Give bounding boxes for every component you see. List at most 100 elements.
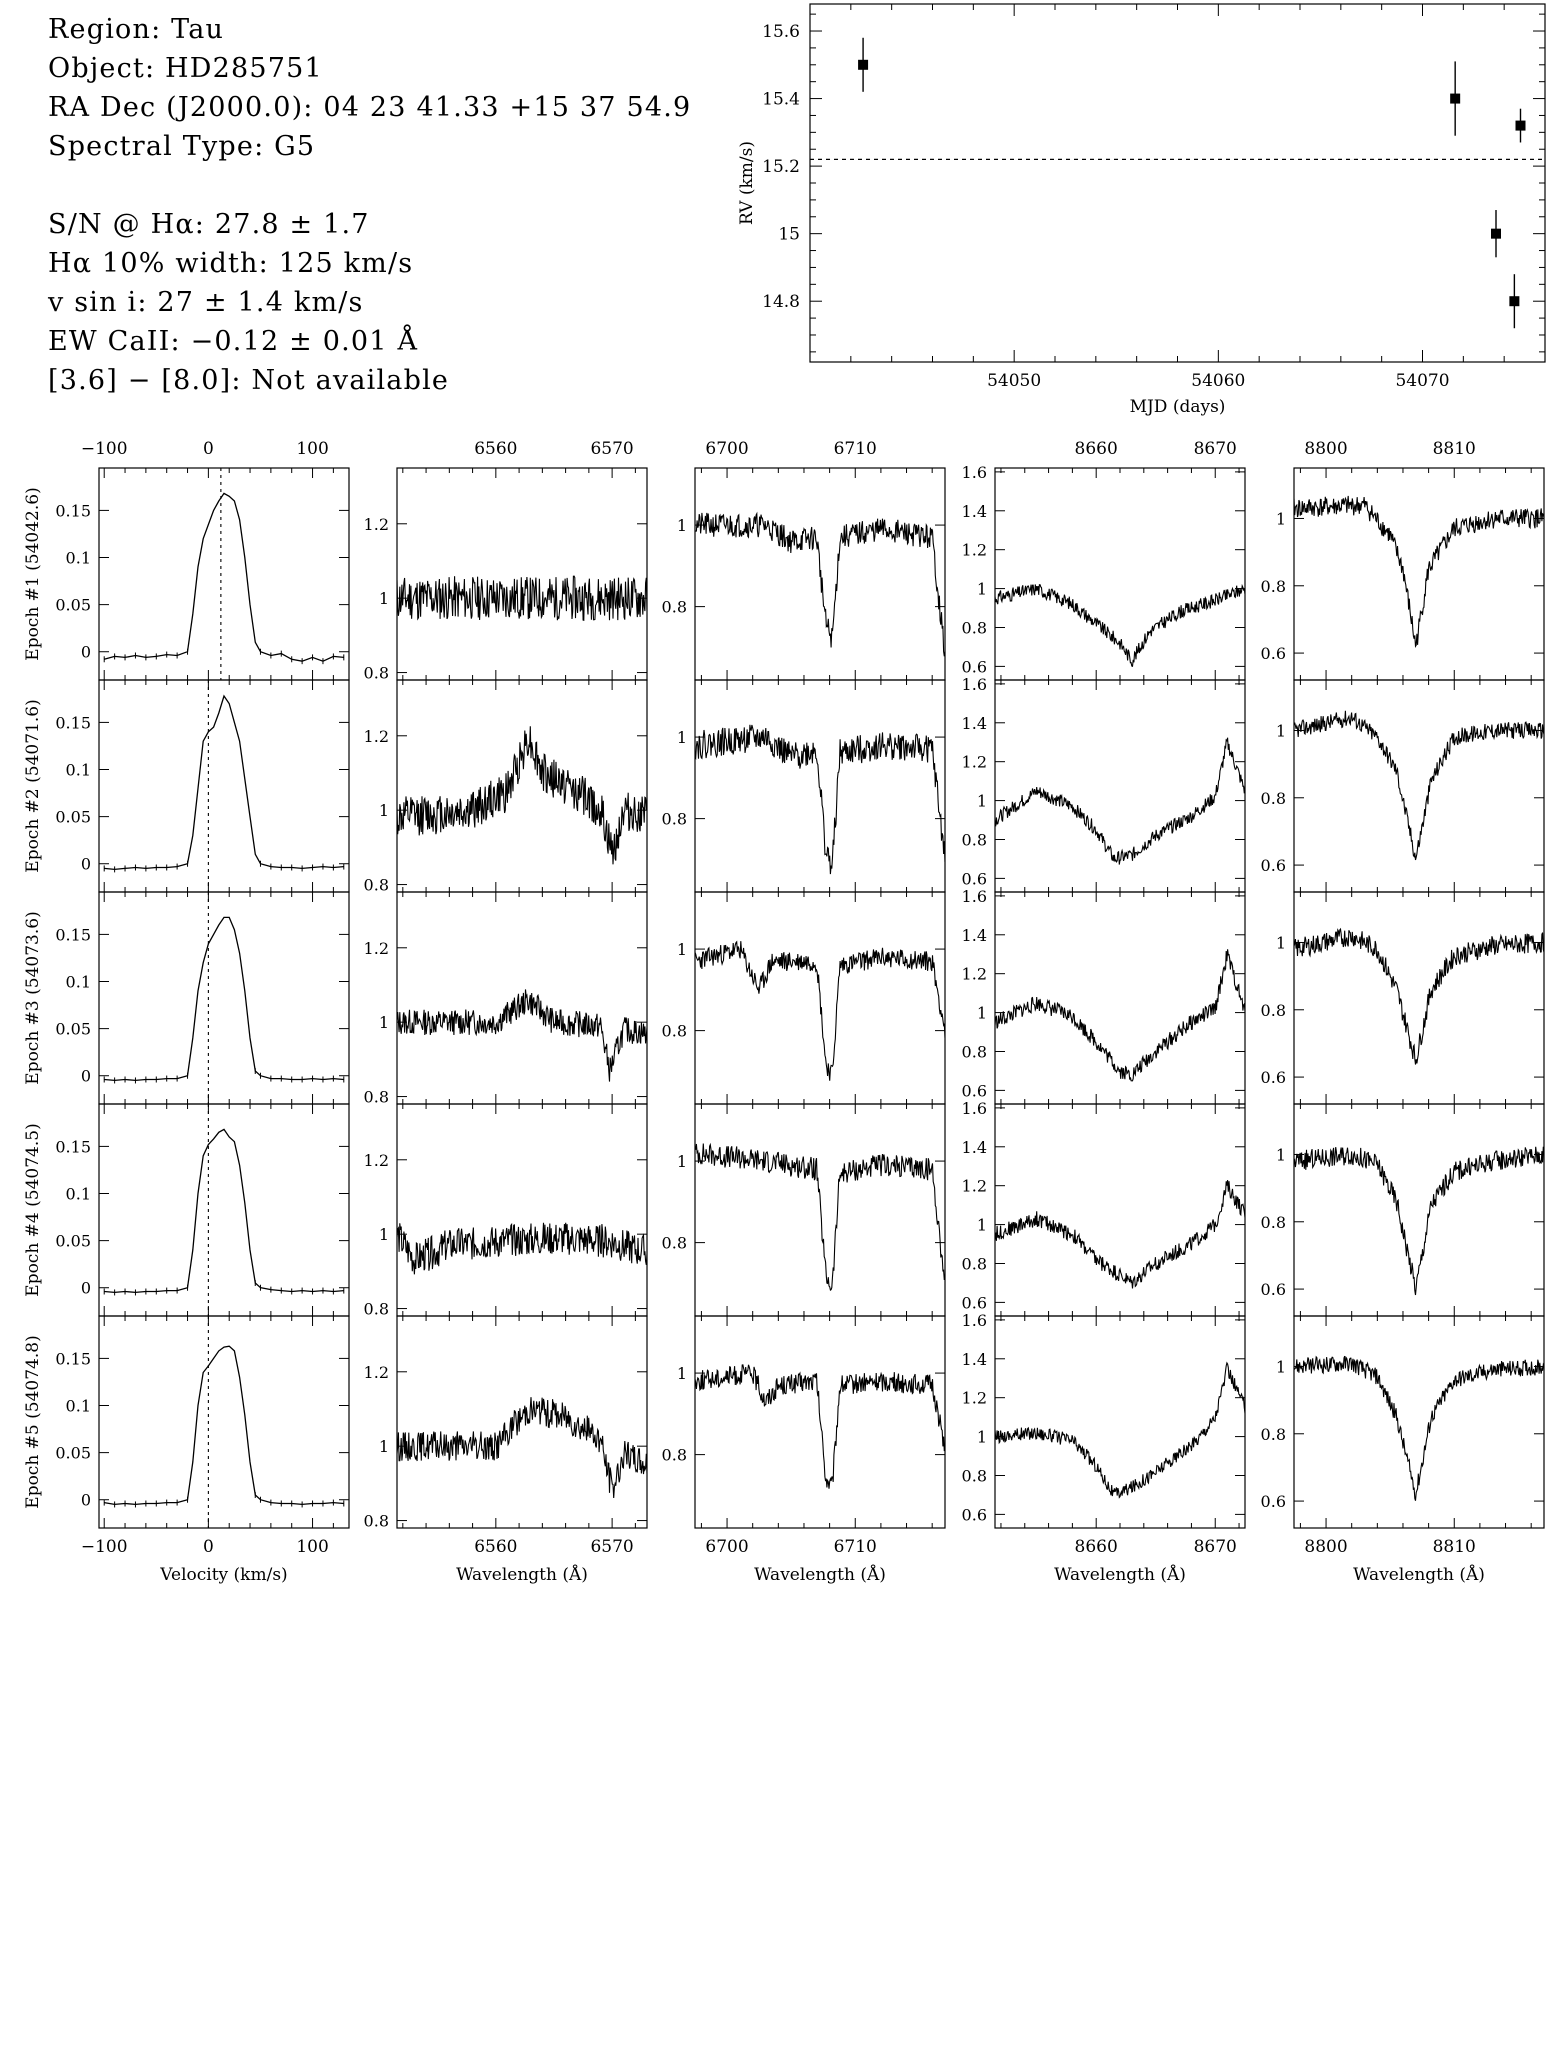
y-tick-label: 0.8: [662, 1234, 687, 1253]
info-spectral-type: Spectral Type: G5: [48, 131, 316, 162]
spectrum-panel-frame: [1293, 679, 1545, 893]
epoch-label: Epoch #3 (54073.6): [23, 911, 43, 1084]
spectrum-line: [1294, 495, 1544, 649]
y-tick-label: 0: [81, 1491, 91, 1510]
bottom-x-tick-label: 100: [296, 1537, 328, 1557]
y-tick-label: 1: [677, 728, 687, 747]
rv-x-tick-label: 54050: [987, 371, 1041, 391]
y-tick-label: 1: [1276, 933, 1286, 952]
y-tick-label: 1: [379, 1013, 389, 1032]
info-halpha-width: Hα 10% width: 125 km/s: [48, 248, 414, 279]
y-tick-label: 0.05: [55, 1444, 91, 1463]
rv-x-tick-label: 54060: [1191, 371, 1245, 391]
y-tick-label: 1: [977, 792, 987, 811]
y-tick-label: 1: [977, 580, 987, 599]
bottom-x-tick-label: 8800: [1304, 1537, 1347, 1557]
object-info-block: Region: Tau Object: HD285751 RA Dec (J20…: [48, 10, 691, 400]
rv-y-tick-label: 15.6: [762, 22, 800, 42]
y-tick-label: 1.6: [962, 1099, 987, 1118]
y-tick-label: 0.8: [962, 1254, 987, 1273]
y-tick-label: 0.6: [1261, 644, 1286, 663]
y-tick-label: 1.4: [962, 714, 987, 733]
velocity-profile-line: [104, 1128, 344, 1294]
y-tick-label: 0.15: [55, 1349, 91, 1368]
y-tick-label: 1: [977, 1004, 987, 1023]
spectrum-line: [995, 1180, 1245, 1289]
y-tick-label: 0.8: [364, 1512, 389, 1531]
spectrum-panel-frame: [98, 467, 350, 681]
bottom-x-tick-label: 6560: [474, 1537, 517, 1557]
y-tick-label: 0.15: [55, 925, 91, 944]
info-snr: S/N @ Hα: 27.8 ± 1.7: [48, 209, 370, 240]
velocity-profile-line: [104, 1345, 344, 1506]
y-tick-label: 0.8: [364, 1300, 389, 1319]
rv-y-tick-label: 14.8: [762, 292, 800, 312]
bottom-x-tick-label: 0: [203, 1537, 214, 1557]
spectrum-panel-frame: [98, 679, 350, 893]
y-tick-label: 0.15: [55, 713, 91, 732]
y-tick-label: 1.2: [962, 1389, 987, 1408]
y-tick-label: 1.6: [962, 1311, 987, 1330]
y-tick-label: 0.6: [962, 1293, 987, 1312]
y-tick-label: 1.2: [962, 965, 987, 984]
spectrum-line: [1294, 927, 1544, 1065]
y-tick-label: 0: [81, 855, 91, 874]
bottom-x-tick-label: 6570: [590, 1537, 633, 1557]
y-tick-label: 0.6: [1261, 856, 1286, 875]
y-tick-label: 1.6: [962, 675, 987, 694]
top-x-tick-label: 6570: [590, 439, 633, 459]
info-vsini: v sin i: 27 ± 1.4 km/s: [48, 287, 364, 318]
rv-plot-frame: [809, 3, 1546, 363]
rv-x-tick-label: 54070: [1395, 371, 1449, 391]
top-x-tick-label: 8660: [1075, 439, 1118, 459]
spectrum-line: [995, 737, 1245, 865]
spectrum-line: [695, 1364, 945, 1489]
y-tick-label: 0.8: [962, 1042, 987, 1061]
y-tick-label: 1: [379, 801, 389, 820]
y-tick-label: 0.05: [55, 1020, 91, 1039]
top-x-tick-label: −100: [81, 439, 128, 459]
spectrum-line: [397, 989, 647, 1082]
spectrum-line: [695, 724, 945, 875]
y-tick-label: 0.8: [662, 1446, 687, 1465]
epoch-label: Epoch #1 (54042.6): [23, 487, 43, 660]
y-tick-label: 1: [677, 1152, 687, 1171]
spectrum-line: [1294, 710, 1544, 861]
spectrum-panel-frame: [396, 679, 648, 893]
y-tick-label: 0.6: [962, 1505, 987, 1524]
spectrum-panel-frame: [1293, 467, 1545, 681]
bottom-x-tick-label: 8810: [1433, 1537, 1476, 1557]
rv-data-point: [858, 59, 869, 70]
rv-data-point: [1491, 228, 1501, 239]
info-region: Region: Tau: [48, 14, 225, 45]
y-tick-label: 1.2: [364, 727, 389, 746]
y-tick-label: 0.05: [55, 596, 91, 615]
velocity-profile-line: [104, 916, 344, 1082]
rv-y-tick-label: 15.2: [762, 157, 800, 177]
bottom-x-tick-label: 8670: [1194, 1537, 1237, 1557]
info-ew-caii: EW CaII: −0.12 ± 0.01 Å: [48, 326, 419, 357]
y-tick-label: 1: [1276, 509, 1286, 528]
rv-data-point: [1509, 296, 1520, 307]
y-tick-label: 0.8: [1261, 1001, 1286, 1020]
info-ir-color: [3.6] − [8.0]: Not available: [48, 365, 450, 396]
spectrum-line: [1294, 1355, 1544, 1501]
top-x-tick-label: 100: [296, 439, 328, 459]
y-tick-label: 1.6: [962, 887, 987, 906]
rv-y-tick-label: 15.4: [762, 90, 800, 110]
spectrum-panel-frame: [98, 1315, 350, 1529]
y-tick-label: 1.4: [962, 1350, 987, 1369]
y-tick-label: 1: [677, 940, 687, 959]
y-tick-label: 0: [81, 643, 91, 662]
rv-y-tick-label: 15: [778, 225, 800, 245]
x-axis-label: Wavelength (Å): [456, 1564, 588, 1585]
spectrum-line: [695, 1142, 945, 1292]
y-tick-label: 0.1: [66, 549, 91, 568]
velocity-profile-line: [104, 694, 344, 871]
y-tick-label: 0.15: [55, 501, 91, 520]
y-tick-label: 0.05: [55, 808, 91, 827]
bottom-x-tick-label: 8660: [1075, 1537, 1118, 1557]
y-tick-label: 1.4: [962, 926, 987, 945]
y-tick-label: 0.8: [962, 1466, 987, 1485]
